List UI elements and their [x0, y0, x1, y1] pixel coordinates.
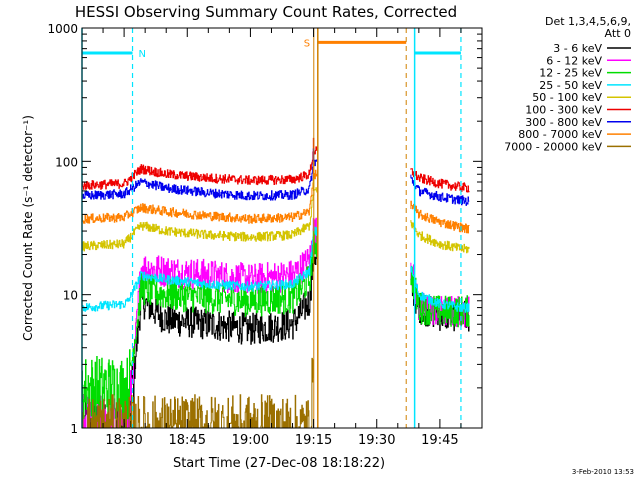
- series-line-s12_25-seg0: [82, 227, 318, 422]
- y-tick-label: 1000: [47, 22, 78, 36]
- legend-label-s25_50: 25 - 50 keV: [539, 79, 602, 92]
- legend-label-s6_12: 6 - 12 keV: [546, 54, 602, 67]
- series-line-s12_25-seg1: [410, 265, 470, 328]
- y-tick-label: 10: [63, 289, 78, 303]
- series-line-s300_800-seg1: [410, 174, 470, 206]
- legend-label-s800_7000: 800 - 7000 keV: [518, 128, 602, 141]
- series-line-s100_300-seg0: [82, 146, 318, 190]
- y-tick-label: 1: [70, 422, 78, 436]
- plot-frame: [81, 27, 483, 429]
- x-tick-label: 18:30: [105, 433, 142, 448]
- x-tick-label: 19:45: [421, 433, 458, 448]
- series-line-s300_800-seg0: [82, 159, 318, 201]
- legend-label-s300_800: 300 - 800 keV: [525, 116, 602, 129]
- x-tick-label: 19:15: [295, 433, 332, 448]
- x-axis-label: Start Time (27-Dec-08 18:18:22): [173, 456, 385, 471]
- chart-title: HESSI Observing Summary Count Rates, Cor…: [75, 3, 457, 21]
- y-axis-label: Corrected Count Rate (s⁻¹ detector⁻¹): [21, 115, 35, 341]
- legend-header-line2: Att 0: [605, 27, 631, 40]
- saa-bar-label: S: [304, 38, 310, 49]
- series-line-s800_7000-seg0: [82, 169, 318, 224]
- series-line-s100_300-seg1: [410, 168, 470, 193]
- series-line-s25_50-seg1: [410, 266, 470, 313]
- y-tick-label: 100: [55, 155, 78, 169]
- x-tick-label: 19:00: [232, 433, 269, 448]
- axes: 1 10 100 1000 18:30 18:45 19:00 19:15 19:30 19:45: [47, 22, 483, 448]
- legend-label-s7000_20000: 7000 - 20000 keV: [504, 140, 602, 153]
- series-line-s50_100-seg1: [410, 220, 470, 254]
- legend-label-s50_100: 50 - 100 keV: [532, 91, 602, 104]
- series-line-s25_50-seg0: [82, 226, 318, 312]
- legend-header-line1: Det 1,3,4,5,6,9,: [545, 15, 631, 28]
- footer-timestamp: 3-Feb-2010 13:53: [572, 468, 634, 476]
- legend-label-s3_6: 3 - 6 keV: [553, 42, 602, 55]
- flag-bar-label-0: N: [139, 49, 146, 60]
- series-line-s50_100-seg0: [82, 187, 318, 252]
- series-line-s800_7000-seg1: [410, 200, 470, 234]
- legend-label-s12_25: 12 - 25 keV: [539, 67, 602, 80]
- x-tick-label: 19:30: [358, 433, 395, 448]
- plot-area: NS: [81, 28, 470, 429]
- x-tick-label: 18:45: [169, 433, 206, 448]
- legend-label-s100_300: 100 - 300 keV: [525, 104, 602, 117]
